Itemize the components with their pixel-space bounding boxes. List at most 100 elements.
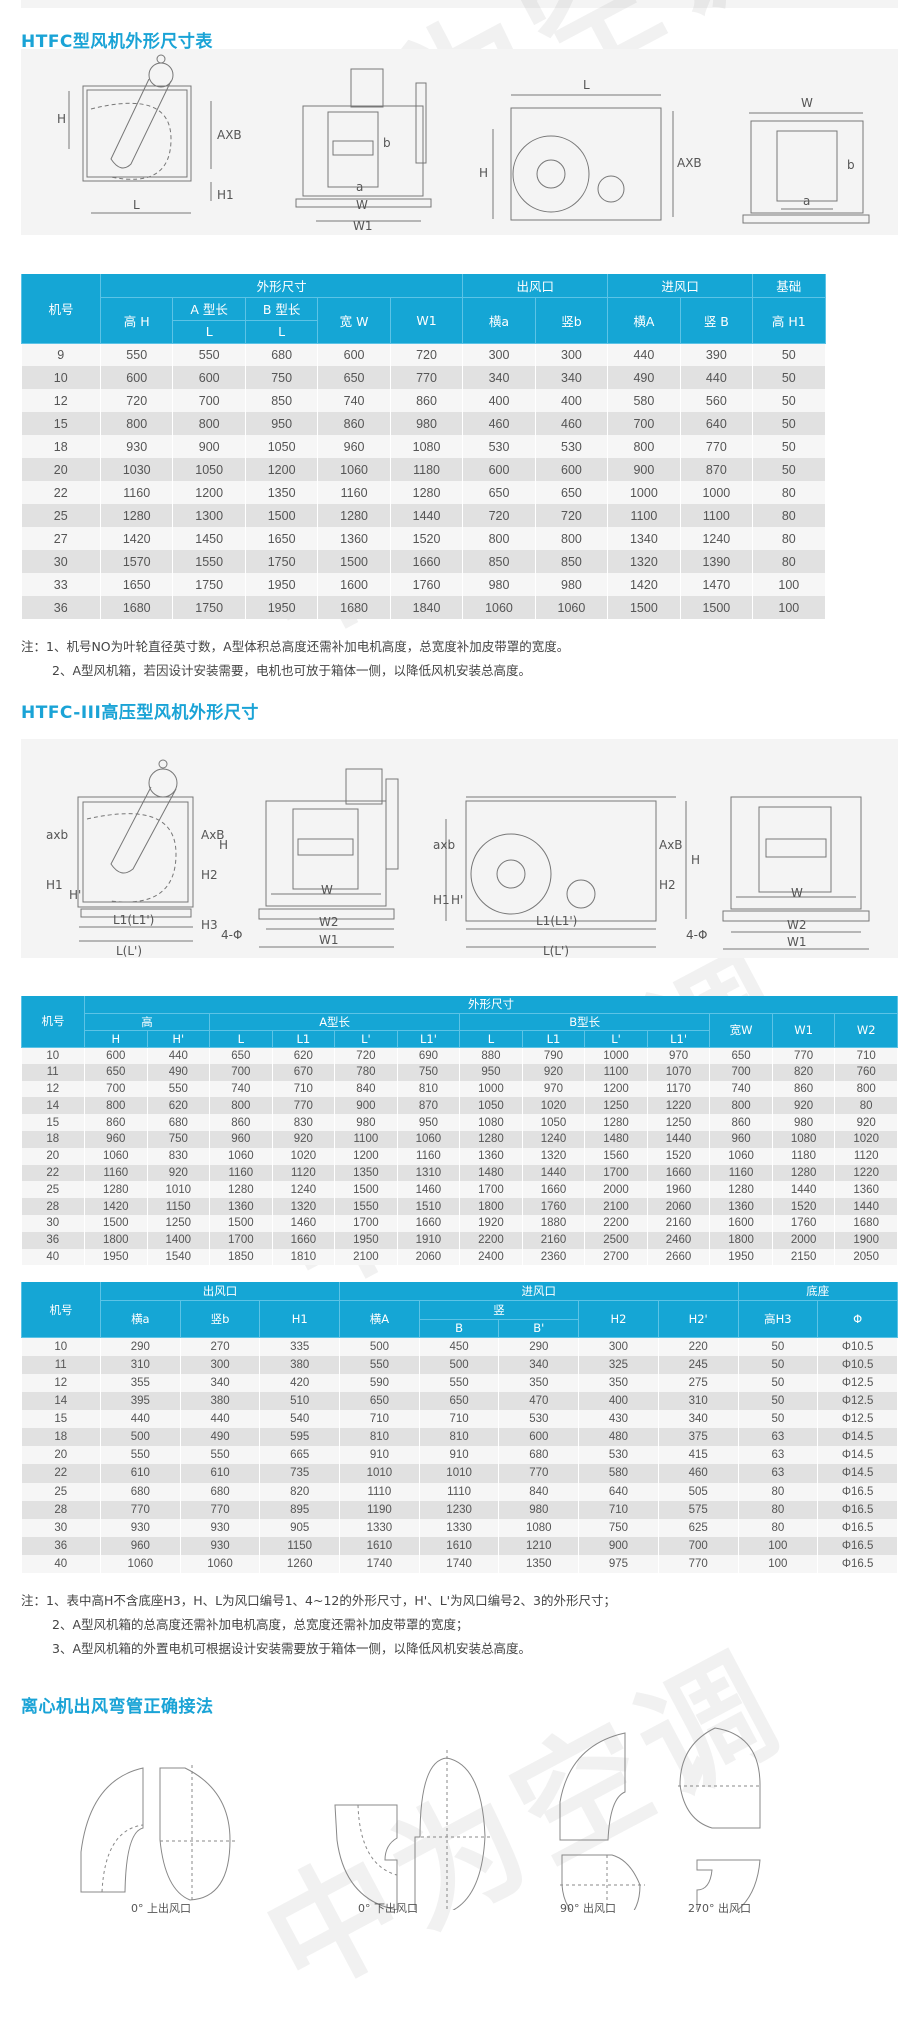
table-cell: 620 [147, 1097, 211, 1115]
table-cell: 390 [680, 343, 754, 366]
table-cell: 910 [419, 1446, 500, 1465]
table-cell: 2100 [334, 1248, 398, 1266]
table-row: 11 310 300 380 550 500 340 325 245 50 Φ10.5 [21, 1355, 898, 1374]
col-group-header: 外形尺寸 [84, 996, 898, 1014]
table-cell: 1060 [180, 1554, 261, 1573]
table-cell: 600 [462, 458, 536, 481]
table-cell: 850 [462, 550, 536, 573]
col-group-header: A型长 [209, 1013, 461, 1031]
col-group-header: 出风口 [99, 1282, 341, 1302]
table-cell: 1480 [584, 1130, 648, 1148]
note-line: 注：1、表中高H不含底座H3，H、L为风口编号1、4~12的外形尺寸，H'、L'… [21, 1593, 616, 1608]
table-cell: 920 [272, 1130, 336, 1148]
table-cell: 440 [680, 366, 754, 389]
table-cell: 1750 [245, 550, 319, 573]
table-cell: 760 [834, 1063, 898, 1081]
dim-label: a [803, 194, 810, 208]
table-cell: 490 [607, 366, 681, 389]
table-cell: 560 [680, 389, 754, 412]
table-cell: 550 [180, 1446, 261, 1465]
col-header: L [244, 320, 319, 344]
table-cell: 50 [752, 412, 826, 435]
col-header: B 型长 [244, 297, 319, 321]
table-cell: 1500 [317, 550, 391, 573]
table-cell: 1660 [397, 1214, 461, 1232]
col-group-header: 外形尺寸 [99, 274, 464, 298]
dim-label: W [801, 96, 813, 110]
table-cell: Φ14.5 [817, 1464, 898, 1483]
table-cell: 1080 [459, 1114, 523, 1131]
dim-label: L [133, 198, 140, 212]
table-cell: 1160 [709, 1164, 773, 1182]
table-cell: 905 [259, 1518, 341, 1537]
table-cell: 650 [84, 1063, 148, 1081]
table-cell: 590 [339, 1373, 420, 1393]
dim-label: 4-Φ [221, 928, 242, 942]
dim-label: W1 [353, 219, 373, 233]
table-row: 20 550 550 665 910 910 680 530 415 63 Φ14.5 [21, 1446, 898, 1465]
table-cell: 680 [245, 343, 319, 366]
table-cell: 80 [738, 1518, 819, 1537]
col-group-header: B型长 [459, 1013, 711, 1031]
col-header: H1 [259, 1300, 341, 1339]
col-header: W1 [389, 297, 464, 344]
table-cell: 1800 [709, 1231, 773, 1249]
table-cell: 340 [180, 1373, 261, 1393]
table-cell: 1010 [147, 1181, 211, 1199]
table-cell: 1550 [334, 1198, 398, 1215]
table-cell: 340 [535, 366, 609, 389]
table-cell: 1060 [317, 458, 391, 481]
table-cell: 1550 [172, 550, 246, 573]
table-cell: 245 [658, 1355, 739, 1374]
table-cell: 2060 [397, 1248, 461, 1266]
table-cell: 1000 [459, 1080, 523, 1098]
dim-label: AXB [217, 128, 242, 142]
table-cell: 80 [834, 1097, 898, 1115]
model-number-cell: 18 [21, 1130, 85, 1148]
table-cell: 1350 [334, 1164, 398, 1182]
model-number-cell: 11 [21, 1063, 85, 1081]
col-header: 高 H [99, 297, 174, 344]
table-cell: 350 [498, 1373, 580, 1393]
col-header: 机号 [21, 1282, 101, 1339]
dim-label: axb [46, 828, 68, 842]
table-cell: 1000 [584, 1047, 648, 1064]
table-cell: 610 [100, 1464, 181, 1483]
table-cell: 50 [752, 343, 826, 366]
table-cell: 960 [317, 435, 391, 458]
table-cell: 1120 [834, 1147, 898, 1165]
table-cell: 770 [272, 1097, 336, 1115]
table-cell: 50 [738, 1373, 819, 1393]
model-number-cell: 20 [21, 1446, 101, 1465]
table-cell: 1680 [834, 1214, 898, 1232]
dim-label: W1 [319, 933, 339, 947]
table-cell: 900 [334, 1097, 398, 1115]
model-number-cell: 30 [21, 1214, 85, 1232]
dim-label: H2 [201, 868, 218, 882]
table-cell: 1960 [647, 1181, 711, 1199]
table-cell: 720 [535, 504, 609, 527]
table-cell: 1610 [339, 1536, 420, 1555]
table-cell: 400 [578, 1392, 659, 1411]
col-header: L' [584, 1030, 648, 1048]
table-cell: 290 [100, 1337, 181, 1356]
table-cell: 1210 [498, 1536, 580, 1555]
table-cell: 850 [245, 389, 319, 412]
table-cell: 980 [390, 412, 464, 435]
table-cell: 340 [658, 1410, 739, 1429]
table-cell: 1160 [317, 481, 391, 504]
table-cell: 680 [147, 1114, 211, 1131]
table-cell: 840 [334, 1080, 398, 1098]
table-cell: 575 [658, 1500, 739, 1519]
table-cell: 300 [180, 1355, 261, 1374]
model-number-cell: 28 [21, 1500, 101, 1519]
table-cell: 490 [180, 1428, 261, 1447]
model-number-cell: 36 [21, 596, 101, 619]
table-cell: 1150 [259, 1536, 341, 1555]
table-cell: 1150 [147, 1198, 211, 1215]
table-cell: 700 [709, 1063, 773, 1081]
col-header: W1 [771, 1013, 836, 1048]
table-row: 25 680 680 820 1110 1110 840 640 505 80 Φ16.5 [21, 1482, 898, 1501]
table-cell: 1360 [834, 1181, 898, 1199]
table-cell: 2500 [584, 1231, 648, 1249]
